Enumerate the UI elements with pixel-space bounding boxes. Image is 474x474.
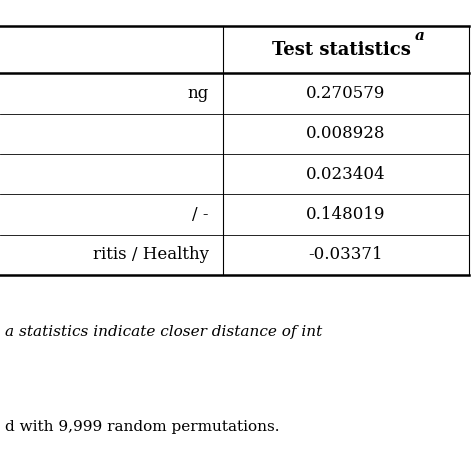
Text: 0.023404: 0.023404 <box>306 166 386 182</box>
Text: a statistics indicate closer distance of int: a statistics indicate closer distance of… <box>5 325 322 339</box>
Text: -0.03371: -0.03371 <box>309 246 383 263</box>
Text: ng: ng <box>187 85 209 102</box>
Text: 0.148019: 0.148019 <box>306 206 386 223</box>
Text: ritis / Healthy: ritis / Healthy <box>92 246 209 263</box>
Text: Test statistics: Test statistics <box>272 41 410 59</box>
Text: 0.008928: 0.008928 <box>306 126 386 142</box>
Text: a: a <box>415 29 424 44</box>
Text: 0.270579: 0.270579 <box>306 85 386 102</box>
Text: / -: / - <box>192 206 209 223</box>
Text: d with 9,999 random permutations.: d with 9,999 random permutations. <box>5 419 279 434</box>
